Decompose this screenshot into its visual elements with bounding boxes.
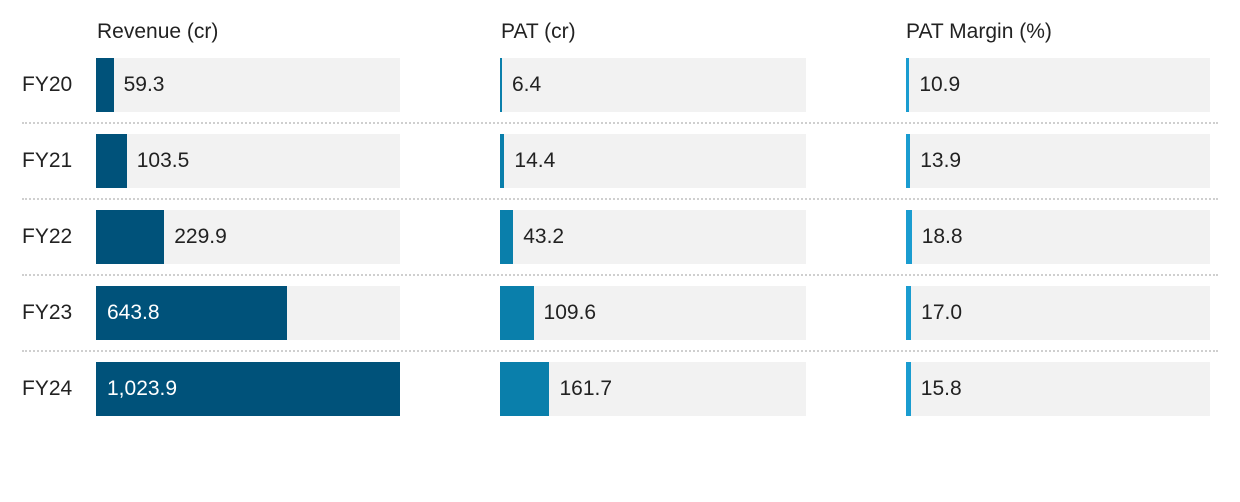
- col-header-pat: PAT (cr): [501, 20, 576, 43]
- pat-track: 6.4: [500, 58, 806, 112]
- pat-track: 161.7: [500, 362, 806, 416]
- pat-value-label: 14.4: [514, 149, 556, 172]
- pat-margin-track: 17.0: [906, 286, 1210, 340]
- pat-margin-value-label: 17.0: [921, 301, 963, 324]
- pat-margin-bar: [906, 58, 910, 112]
- pat-margin-bar: [906, 134, 911, 188]
- pat-bar: [500, 286, 534, 340]
- col-header-revenue: Revenue (cr): [97, 20, 219, 43]
- revenue-value-label: 229.9: [174, 225, 227, 248]
- pat-margin-track: 10.9: [906, 58, 1210, 112]
- revenue-track: 59.3: [96, 58, 400, 112]
- pat-margin-value-label: 13.9: [920, 149, 962, 172]
- row-separator: [22, 350, 1218, 352]
- pat-value-label: 161.7: [559, 377, 613, 400]
- pat-margin-value-label: 15.8: [920, 377, 962, 400]
- revenue-value-label: 103.5: [136, 149, 190, 172]
- pat-track: 14.4: [500, 134, 806, 188]
- revenue-track: 643.8: [96, 286, 400, 340]
- pat-track: 109.6: [500, 286, 806, 340]
- revenue-value-label: 643.8: [107, 301, 160, 324]
- revenue-bar: [96, 134, 127, 188]
- revenue-bar: [96, 210, 165, 264]
- pat-margin-value-label: 18.8: [921, 225, 963, 248]
- pat-margin-bar: [906, 210, 912, 264]
- pat-margin-track: 15.8: [906, 362, 1210, 416]
- pat-margin-bar: [906, 362, 911, 416]
- category-label: FY20: [22, 73, 73, 96]
- pat-track: 43.2: [500, 210, 806, 264]
- pat-bar: [500, 58, 502, 112]
- row-separator: [22, 122, 1218, 124]
- category-label: FY21: [22, 149, 73, 172]
- pat-margin-bar: [906, 286, 912, 340]
- revenue-value-label: 59.3: [123, 73, 165, 96]
- pat-value-label: 43.2: [523, 225, 565, 248]
- revenue-track: 1,023.9: [96, 362, 400, 416]
- pat-bar: [500, 134, 505, 188]
- revenue-value-label: 1,023.9: [107, 377, 178, 400]
- pat-value-label: 6.4: [512, 73, 542, 96]
- pat-margin-track: 18.8: [906, 210, 1210, 264]
- row-separator: [22, 274, 1218, 276]
- pat-bar: [500, 362, 550, 416]
- category-label: FY24: [22, 377, 73, 400]
- pat-bar: [500, 210, 514, 264]
- revenue-track: 229.9: [96, 210, 400, 264]
- revenue-bar: [96, 362, 400, 416]
- pat-margin-track: 13.9: [906, 134, 1210, 188]
- col-header-pat-margin: PAT Margin (%): [906, 20, 1052, 43]
- category-label: FY22: [22, 225, 73, 248]
- revenue-bar: [96, 58, 114, 112]
- row-separator: [22, 198, 1218, 200]
- pat-value-label: 109.6: [543, 301, 597, 324]
- category-label: FY23: [22, 301, 73, 324]
- revenue-bar: [96, 286, 288, 340]
- revenue-track: 103.5: [96, 134, 400, 188]
- pat-margin-value-label: 10.9: [919, 73, 961, 96]
